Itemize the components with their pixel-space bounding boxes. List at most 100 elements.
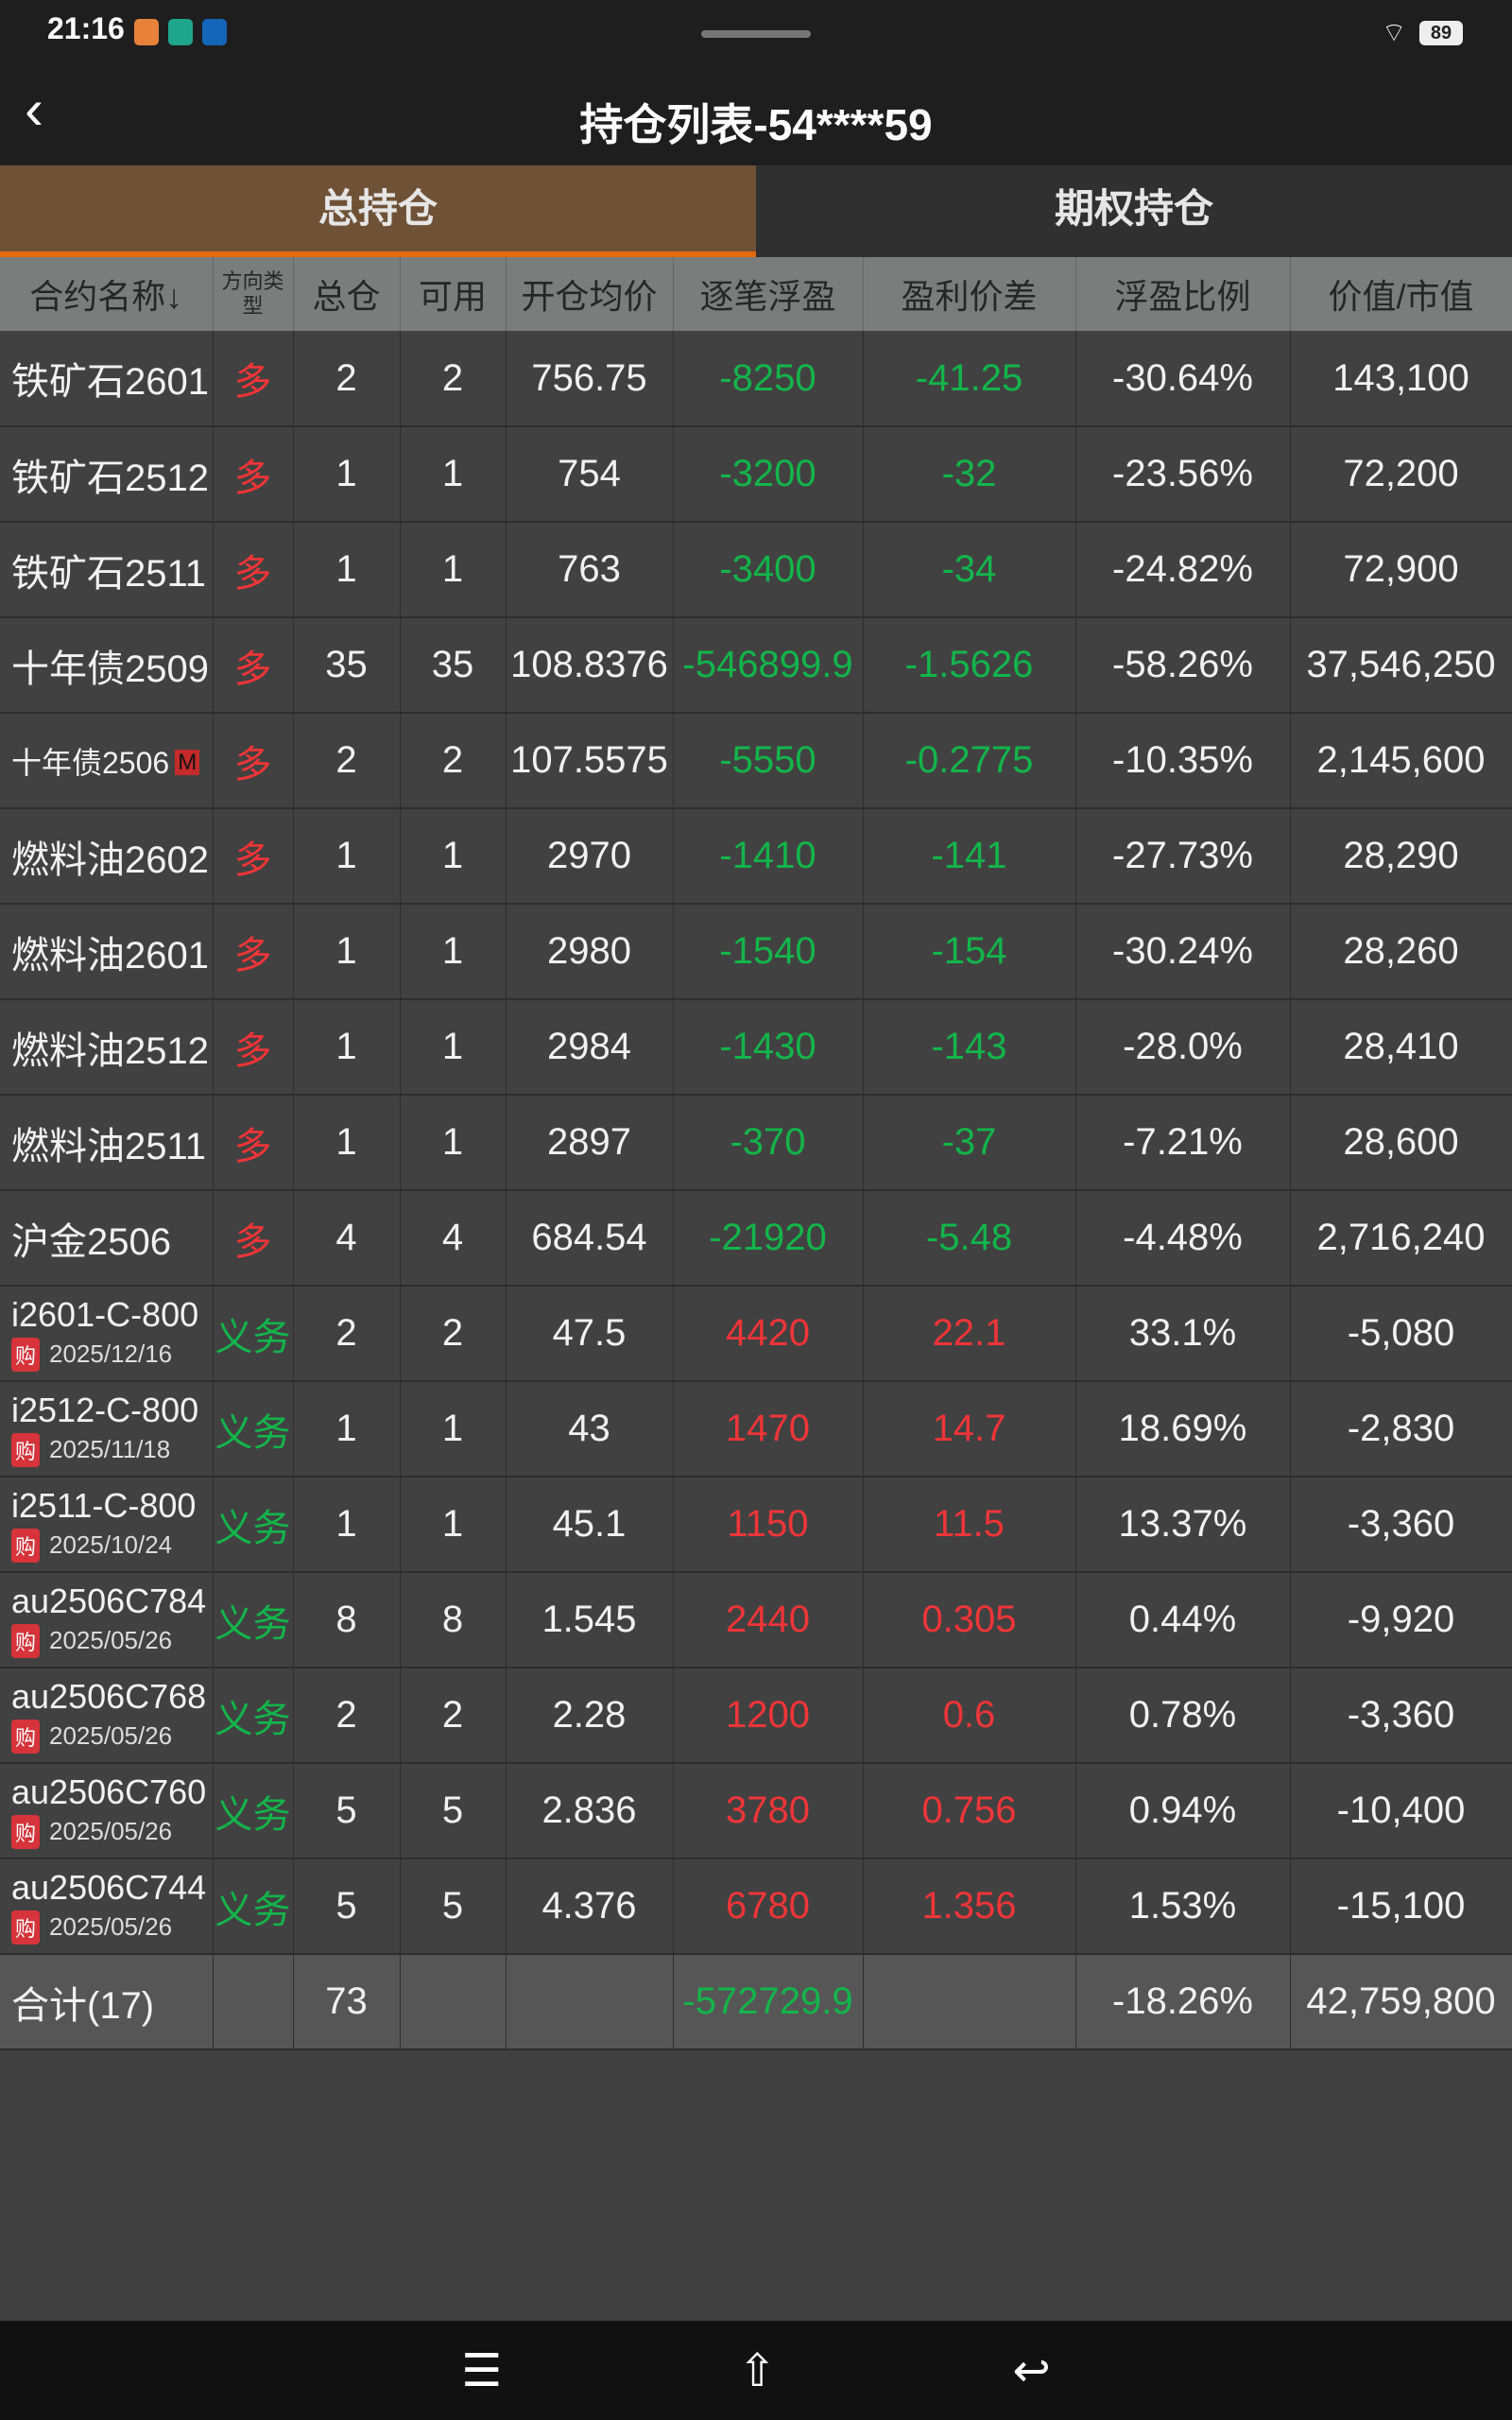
- direction-cell: 义务: [213, 1858, 294, 1955]
- direction-cell: 义务: [213, 1668, 294, 1764]
- pnl-cell: -3200: [673, 426, 864, 523]
- direction-cell: 多: [213, 1095, 294, 1191]
- available-cell: 1: [400, 904, 507, 1000]
- total-cell: 4: [293, 1190, 401, 1287]
- battery-indicator: 89: [1419, 21, 1463, 45]
- contract-name-cell: 燃料油2601: [0, 904, 214, 1000]
- available-cell: 1: [400, 999, 507, 1096]
- status-time: 21:16: [47, 11, 125, 45]
- table-row[interactable]: 燃料油2512 多 1 1 2984 -1430 -143 -28.0% 28,410: [0, 999, 1512, 1096]
- direction-cell: 多: [213, 808, 294, 905]
- avg-price-cell: 2.836: [506, 1763, 674, 1859]
- total-cell: 5: [293, 1858, 401, 1955]
- expiry-date: 2025/05/26: [49, 1912, 173, 1941]
- pnl-cell: -1430: [673, 999, 864, 1096]
- direction-cell: 义务: [213, 1286, 294, 1382]
- table-row[interactable]: i2511-C-800 购 2025/10/24 义务 1 1 45.1 1150 11.5 13…: [0, 1477, 1512, 1573]
- avg-price-cell: 754: [506, 426, 674, 523]
- pnl-ratio-cell: -30.64%: [1075, 331, 1291, 427]
- pnl-cell: -370: [673, 1095, 864, 1191]
- col-header-pnl-ratio: 浮盈比例: [1075, 257, 1291, 331]
- col-header-available: 可用: [400, 257, 507, 331]
- pnl-cell: 1150: [673, 1477, 864, 1573]
- price-diff-cell: -154: [863, 904, 1076, 1000]
- pnl-cell: -1540: [673, 904, 864, 1000]
- pnl-cell: 4420: [673, 1286, 864, 1382]
- call-tag: 购: [11, 1910, 41, 1945]
- pnl-ratio-cell: -30.24%: [1075, 904, 1291, 1000]
- available-cell: 1: [400, 1095, 507, 1191]
- table-row[interactable]: 沪金2506 多 4 4 684.54 -21920 -5.48 -4.48% 2,716,24…: [0, 1190, 1512, 1287]
- pnl-ratio-cell: 1.53%: [1075, 1858, 1291, 1955]
- col-header-pnl: 逐笔浮盈: [673, 257, 864, 331]
- pnl-ratio-cell: 0.44%: [1075, 1572, 1291, 1668]
- col-header-avg-price: 开仓均价: [506, 257, 674, 331]
- contract-name-cell: au2506C760 购 2025/05/26: [0, 1763, 214, 1859]
- total-cell: 1: [293, 426, 401, 523]
- total-cell: 5: [293, 1763, 401, 1859]
- menu-icon[interactable]: ☰: [461, 2345, 503, 2396]
- col-header-contract[interactable]: 合约名称↓: [0, 257, 214, 331]
- notification-icons: [134, 19, 227, 45]
- available-cell: 1: [400, 426, 507, 523]
- direction-cell: 义务: [213, 1572, 294, 1668]
- table-row[interactable]: 燃料油2511 多 1 1 2897 -370 -37 -7.21% 28,600: [0, 1095, 1512, 1191]
- table-row[interactable]: 燃料油2602 多 1 1 2970 -1410 -141 -27.73% 28,290: [0, 808, 1512, 905]
- price-diff-cell: 0.756: [863, 1763, 1076, 1859]
- contract-name-cell: au2506C744 购 2025/05/26: [0, 1858, 214, 1955]
- back-icon[interactable]: ↩: [1012, 2345, 1051, 2396]
- table-row[interactable]: 十年债2506 M 多 2 2 107.5575 -5550 -0.2775 -10.35% 2,…: [0, 713, 1512, 809]
- tab-total-positions[interactable]: 总持仓: [0, 165, 756, 257]
- drag-handle[interactable]: [701, 30, 811, 38]
- total-cell: 1: [293, 1477, 401, 1573]
- total-cell: 2: [293, 331, 401, 427]
- call-tag: 购: [11, 1623, 41, 1658]
- chevron-left-icon[interactable]: ‹: [25, 78, 43, 141]
- table-row[interactable]: au2506C784 购 2025/05/26 义务 8 8 1.545 2440 0.305 0…: [0, 1572, 1512, 1668]
- value-cell: 2,716,240: [1290, 1190, 1512, 1287]
- price-diff-cell: -5.48: [863, 1190, 1076, 1287]
- table-row[interactable]: 燃料油2601 多 1 1 2980 -1540 -154 -30.24% 28,260: [0, 904, 1512, 1000]
- total-cell: 2: [293, 1668, 401, 1764]
- tab-option-positions[interactable]: 期权持仓: [756, 165, 1512, 257]
- table-row[interactable]: i2512-C-800 购 2025/11/18 义务 1 1 43 1470 14.7 18.6…: [0, 1381, 1512, 1478]
- avg-price-cell: 107.5575: [506, 713, 674, 809]
- contract-name: i2601-C-800: [11, 1294, 199, 1334]
- value-cell: -15,100: [1290, 1858, 1512, 1955]
- app-header: ‹ 持仓列表-54****59: [0, 66, 1512, 165]
- contract-name-cell: 沪金2506: [0, 1190, 214, 1287]
- expiry-date: 2025/11/18: [49, 1435, 171, 1463]
- page-title: 持仓列表-54****59: [579, 100, 933, 149]
- call-tag: 购: [11, 1814, 41, 1849]
- expiry-date: 2025/05/26: [49, 1626, 173, 1654]
- total-cell: 1: [293, 1381, 401, 1478]
- call-tag: 购: [11, 1337, 41, 1372]
- table-row[interactable]: au2506C760 购 2025/05/26 义务 5 5 2.836 3780 0.756 0…: [0, 1763, 1512, 1859]
- table-row[interactable]: au2506C744 购 2025/05/26 义务 5 5 4.376 6780 1.356 1…: [0, 1858, 1512, 1955]
- table-row[interactable]: 铁矿石2512 多 1 1 754 -3200 -32 -23.56% 72,200: [0, 426, 1512, 523]
- pnl-ratio-cell: 33.1%: [1075, 1286, 1291, 1382]
- value-cell: 72,200: [1290, 426, 1512, 523]
- col-header-value: 价值/市值: [1290, 257, 1512, 331]
- price-diff-cell: 14.7: [863, 1381, 1076, 1478]
- call-tag: 购: [11, 1528, 41, 1563]
- table-row[interactable]: 十年债2509 多 35 35 108.8376 -546899.9 -1.5626 -58.…: [0, 617, 1512, 714]
- table-row[interactable]: 铁矿石2601 多 2 2 756.75 -8250 -41.25 -30.64% 143,10…: [0, 331, 1512, 427]
- total-avg-price: [506, 1954, 674, 2050]
- direction-cell: 多: [213, 617, 294, 714]
- price-diff-cell: -1.5626: [863, 617, 1076, 714]
- contract-name-cell: 十年债2506 M: [0, 713, 214, 809]
- table-row[interactable]: i2601-C-800 购 2025/12/16 义务 2 2 47.5 4420 22.1 33…: [0, 1286, 1512, 1382]
- call-tag: 购: [11, 1432, 41, 1467]
- contract-name: au2506C744: [11, 1867, 207, 1907]
- home-icon[interactable]: ⇧: [738, 2345, 777, 2396]
- table-row[interactable]: 铁矿石2511 多 1 1 763 -3400 -34 -24.82% 72,900: [0, 522, 1512, 618]
- avg-price-cell: 4.376: [506, 1858, 674, 1955]
- contract-name: 铁矿石2601: [11, 361, 209, 403]
- table-row[interactable]: au2506C768 购 2025/05/26 义务 2 2 2.28 1200 0.6 0.78…: [0, 1668, 1512, 1764]
- total-cell: 1: [293, 904, 401, 1000]
- contract-name-cell: 十年债2509: [0, 617, 214, 714]
- pnl-cell: 1470: [673, 1381, 864, 1478]
- contract-name: 十年债2506: [11, 745, 170, 780]
- contract-name: i2511-C-800: [11, 1485, 197, 1525]
